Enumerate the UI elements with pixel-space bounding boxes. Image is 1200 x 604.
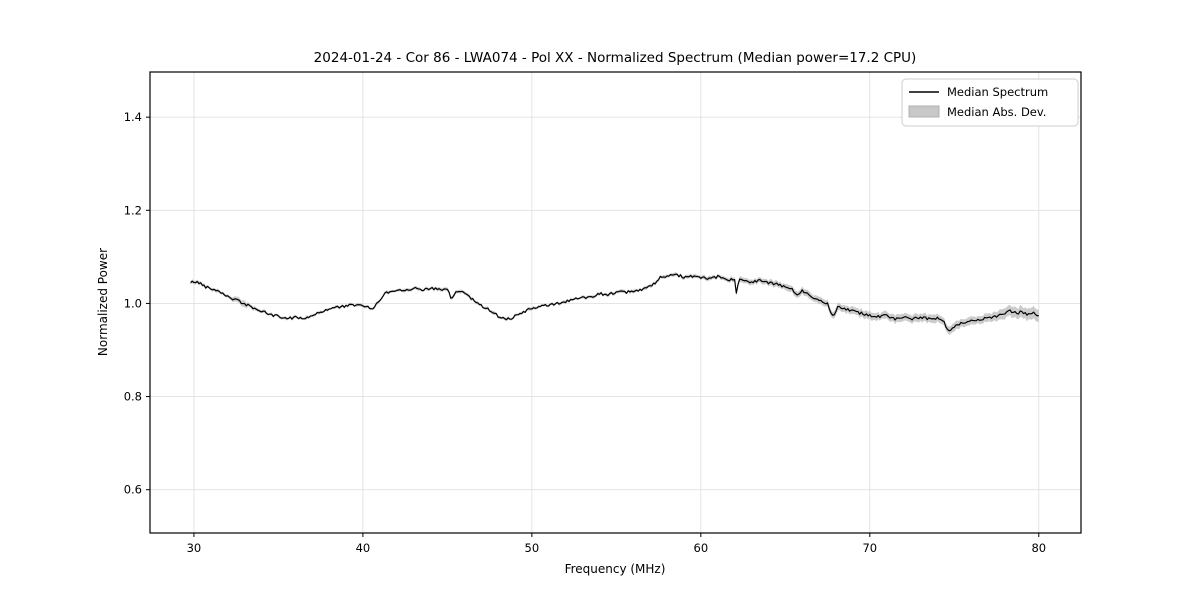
median-spectrum-line bbox=[190, 273, 1039, 332]
y-tick-labels: 0.6 0.8 1.0 1.2 1.4 bbox=[124, 110, 142, 497]
chart-title: 2024-01-24 - Cor 86 - LWA074 - Pol XX - … bbox=[314, 50, 917, 66]
legend-label-mad: Median Abs. Dev. bbox=[947, 105, 1046, 119]
y-tick-label: 0.6 bbox=[124, 483, 142, 497]
legend-box bbox=[901, 78, 1079, 127]
legend: Median Spectrum Median Abs. Dev. bbox=[901, 78, 1079, 127]
y-tick-label: 1.2 bbox=[124, 203, 142, 217]
x-tick-label: 40 bbox=[356, 541, 371, 555]
axis-ticks bbox=[146, 116, 1040, 537]
y-tick-label: 1.4 bbox=[124, 110, 142, 124]
axes-frame bbox=[149, 71, 1082, 534]
x-tick-label: 50 bbox=[525, 541, 540, 555]
x-tick-label: 80 bbox=[1031, 541, 1046, 555]
y-axis-label: Normalized Power bbox=[96, 248, 110, 356]
x-axis-label: Frequency (MHz) bbox=[565, 562, 666, 576]
mad-band-area bbox=[190, 272, 1039, 336]
x-tick-label: 60 bbox=[694, 541, 709, 555]
x-tick-label: 30 bbox=[187, 541, 202, 555]
x-tick-label: 70 bbox=[862, 541, 877, 555]
legend-patch-sample bbox=[908, 105, 940, 118]
grid-lines bbox=[150, 72, 1081, 533]
x-tick-labels: 30 40 50 60 70 80 bbox=[187, 541, 1046, 555]
y-tick-label: 0.8 bbox=[124, 390, 142, 404]
legend-label-median-spectrum: Median Spectrum bbox=[947, 85, 1048, 99]
y-tick-label: 1.0 bbox=[124, 296, 142, 310]
